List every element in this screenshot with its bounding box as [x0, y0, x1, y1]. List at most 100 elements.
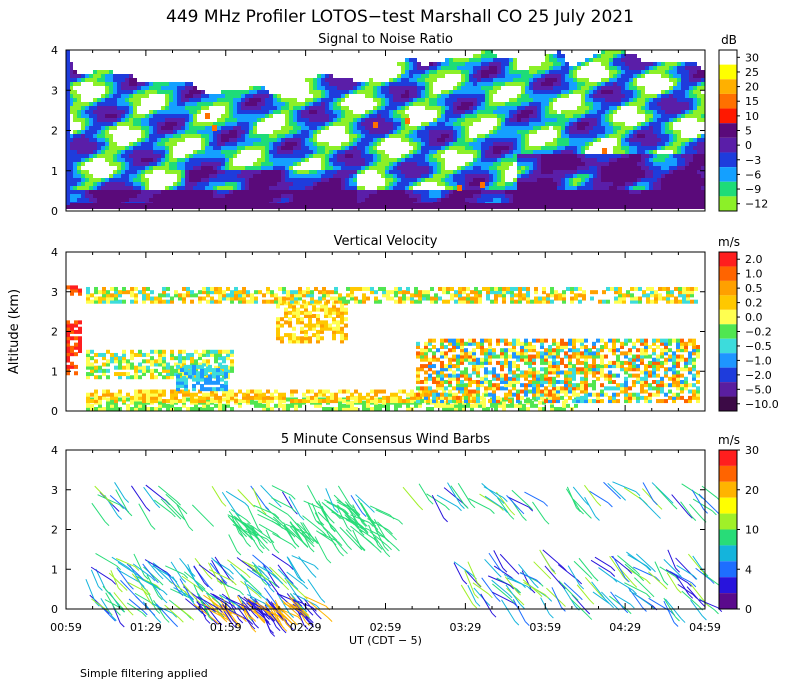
colorbar-tick-label: −12: [745, 198, 768, 211]
plot-area: [85, 481, 727, 637]
y-tick-label: 0: [51, 405, 58, 418]
wind-barb: [698, 599, 718, 609]
wind-barb: [256, 566, 271, 589]
colorbar-tick-label: −5.0: [745, 383, 772, 396]
wind-barb: [91, 502, 106, 522]
wind-barb: [203, 594, 221, 608]
wind-barb: [681, 590, 700, 607]
wind-barb: [487, 575, 510, 586]
wind-barb: [240, 580, 258, 595]
wind-barb: [271, 497, 292, 509]
wind-barb: [345, 515, 365, 529]
panel-2: Vertical Velocity 0 1 2 3 4 Altitude (km) m/s 2.…: [7, 234, 779, 418]
wind-barb: [230, 563, 244, 579]
wind-barb: [669, 571, 693, 584]
wind-barb: [207, 602, 224, 619]
colorbar-swatch: [719, 266, 737, 281]
wind-barb: [271, 606, 284, 628]
wind-barb: [228, 534, 238, 552]
wind-barb: [479, 493, 500, 507]
wind-barb: [230, 508, 247, 521]
colorbar-swatch: [719, 497, 737, 514]
wind-barb: [355, 494, 371, 509]
wind-barb: [246, 584, 266, 599]
wind-barb: [132, 563, 152, 578]
wind-barb: [111, 556, 129, 569]
wind-barb: [165, 571, 180, 592]
wind-barb: [269, 566, 283, 580]
wind-barb: [484, 558, 498, 574]
wind-barb: [481, 482, 501, 500]
wind-barb: [504, 576, 517, 592]
wind-barb: [671, 494, 689, 515]
wind-barb: [183, 571, 202, 586]
wind-barb: [154, 499, 172, 514]
wind-barb: [492, 591, 515, 604]
y-tick-label: 0: [51, 205, 58, 218]
wind-barb: [182, 583, 197, 600]
wind-barb: [375, 509, 399, 521]
wind-barb: [179, 578, 190, 596]
wind-barb: [609, 595, 628, 611]
wind-barb: [109, 494, 126, 509]
wind-barb: [542, 549, 563, 568]
colorbar-tick-label: 0: [745, 603, 752, 616]
wind-barb: [296, 522, 315, 540]
colorbar-swatch: [719, 338, 737, 354]
wind-barb: [126, 602, 143, 614]
wind-barb: [663, 600, 675, 623]
wind-barb: [681, 483, 699, 495]
colorbar-swatch: [719, 152, 737, 168]
wind-barb: [298, 556, 313, 574]
wind-barb: [663, 597, 676, 618]
wind-barb: [307, 579, 322, 599]
wind-barb: [453, 562, 464, 581]
colorbar-swatch: [719, 577, 737, 594]
colorbar-swatch: [719, 367, 737, 383]
wind-barb: [503, 574, 522, 585]
wind-barb: [373, 518, 386, 539]
wind-barb: [506, 494, 521, 511]
wind-barb: [686, 586, 702, 604]
colorbar-unit: dB: [721, 33, 737, 47]
wind-barb: [176, 504, 190, 528]
wind-barb: [626, 551, 647, 568]
wind-barb: [687, 553, 703, 572]
colorbar-tick-label: 25: [745, 66, 759, 79]
wind-barb: [484, 495, 504, 510]
wind-barb: [252, 554, 269, 569]
colorbar-swatch: [719, 64, 737, 80]
colorbar-tick-label: 2.0: [745, 253, 763, 266]
colorbar-tick-label: 0.0: [745, 311, 763, 324]
colorbar-tick-label: −6: [745, 168, 761, 181]
wind-barb: [691, 489, 705, 510]
colorbar-tick-label: −1.0: [745, 354, 772, 367]
wind-barb: [377, 521, 393, 537]
colorbar-tick-label: −0.2: [745, 326, 772, 339]
wind-barb: [95, 568, 107, 591]
wind-barb: [219, 594, 237, 606]
wind-barb: [210, 592, 229, 606]
colorbar: m/s 30 20 10 4 0: [718, 433, 759, 616]
wind-barb: [501, 599, 516, 622]
colorbar-swatch: [719, 181, 737, 197]
wind-barb: [546, 587, 562, 603]
wind-barb: [283, 602, 302, 613]
wind-barb: [472, 582, 489, 595]
wind-barb: [142, 563, 155, 579]
wind-barb: [651, 482, 670, 500]
wind-barb: [518, 563, 535, 585]
wind-barb: [117, 561, 140, 577]
wind-barb: [311, 502, 321, 522]
wind-barb: [206, 608, 229, 621]
wind-barb: [607, 482, 622, 497]
wind-barb: [610, 591, 625, 610]
colorbar-swatch: [719, 450, 737, 466]
wind-barb: [680, 501, 693, 517]
y-tick-label: 3: [51, 286, 58, 299]
colorbar-swatch: [719, 167, 737, 182]
wind-barb: [209, 562, 224, 580]
wind-barb: [576, 584, 591, 601]
wind-barb: [174, 603, 191, 617]
wind-barb: [584, 496, 596, 517]
